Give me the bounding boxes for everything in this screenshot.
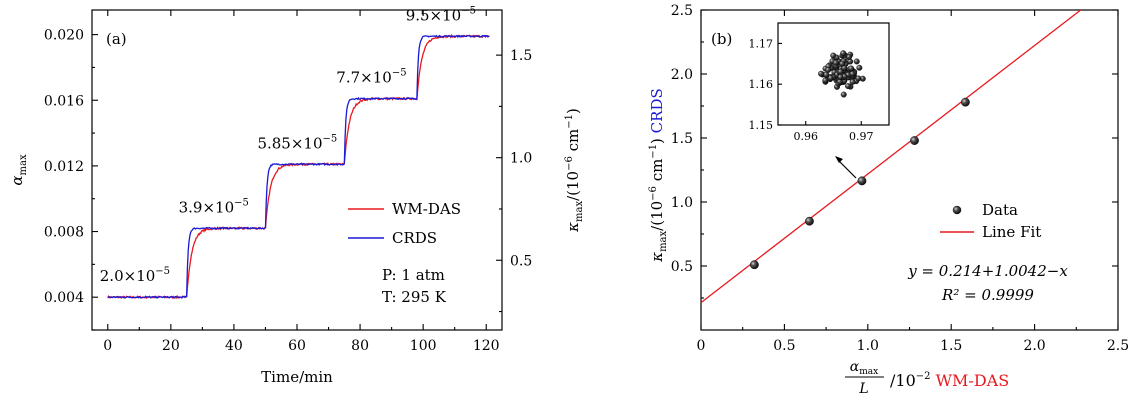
inset-point xyxy=(840,50,847,57)
fit-r-squared: R² = 0.9999 xyxy=(941,286,1034,304)
panel-b-x-label-rest: /10−2 WM-DAS xyxy=(890,371,1009,390)
legend-data-label: Data xyxy=(982,201,1018,219)
inset-point xyxy=(832,59,839,66)
panel-b-x-fraction-num: αmax xyxy=(850,359,878,377)
inset-x-tick-label: 0.97 xyxy=(849,130,874,143)
panel-a-label: (a) xyxy=(106,30,127,48)
data-point xyxy=(910,136,919,145)
panel-b-y-axis-label: κmax/(10−6 cm−1) CRDS xyxy=(648,88,669,263)
panel-a-y-axis-label: αmax xyxy=(8,154,29,186)
inset-point xyxy=(837,68,844,75)
inset-point xyxy=(855,75,862,82)
y2-tick-label: 0.5 xyxy=(510,253,532,269)
inset-point xyxy=(840,91,847,98)
inset-point xyxy=(853,58,860,65)
fit-equation: y = 0.214+1.0042−x xyxy=(907,262,1068,280)
panel-b-x-axis-label: αmax L /10−2 WM-DAS xyxy=(845,359,1009,397)
legend-data-marker xyxy=(952,205,962,215)
inset-ticks: 0.96 0.97 1.15 1.16 1.17 xyxy=(749,37,874,143)
panel-a-x-axis-label: Time/min xyxy=(261,368,333,386)
inset-x-tick-label: 0.96 xyxy=(794,130,819,143)
panel-b-frame xyxy=(700,9,1119,331)
series-crds-line xyxy=(107,34,490,299)
legend-fit-label: Line Fit xyxy=(982,223,1041,241)
x-tick-label: 0 xyxy=(103,338,112,354)
inset-frame xyxy=(777,22,890,126)
y-tick-label: 0.012 xyxy=(44,159,84,175)
inset-points xyxy=(818,50,866,98)
panel-b-label: (b) xyxy=(711,30,732,48)
inset-y-tick-label: 1.15 xyxy=(749,119,774,132)
step-label: 7.7×10−5 xyxy=(336,68,406,87)
panel-b-x-label-colored: WM-DAS xyxy=(936,371,1010,390)
x-tick-label: 80 xyxy=(351,338,369,354)
step-label: 3.9×10−5 xyxy=(179,197,249,216)
data-point xyxy=(857,176,867,186)
y-tick-label: 0.5 xyxy=(671,259,693,275)
data-point xyxy=(960,97,970,107)
inset-point xyxy=(849,70,856,77)
inset-point xyxy=(856,64,863,71)
x-tick-label: 1.0 xyxy=(857,338,879,354)
step-label: 2.0×10−5 xyxy=(100,266,170,285)
inset-y-tick-label: 1.17 xyxy=(749,37,774,50)
inset-arrow xyxy=(835,156,857,179)
y-tick-label: 1.0 xyxy=(671,195,693,211)
y-tick-label: 1.5 xyxy=(671,131,693,147)
x-tick-label: 1.5 xyxy=(940,338,962,354)
fit-line xyxy=(700,9,1082,304)
x-tick-label: 100 xyxy=(410,338,437,354)
panel-b-plot xyxy=(700,9,1082,304)
inset-point xyxy=(845,83,851,90)
panel-a: 0 20 40 60 80 100 120 0.004 0.008 0.012 0.016 0.020… xyxy=(8,5,585,386)
panel-a-y2-axis-label: κmax/(10−6 cm−1) xyxy=(564,108,585,233)
inset-point xyxy=(830,52,837,59)
panel-b-x-fraction-den: L xyxy=(858,381,868,397)
legend-wm-das-label: WM-DAS xyxy=(392,200,461,218)
x-tick-label: 0 xyxy=(697,338,706,354)
panel-a-step-labels: 2.0×10−5 3.9×10−5 5.85×10−5 7.7×10−5 9.5×10−… xyxy=(100,5,476,285)
data-point xyxy=(749,260,759,270)
y-tick-label: 0.020 xyxy=(44,28,84,44)
step-label: 5.85×10−5 xyxy=(257,133,337,152)
series-wm-das-line xyxy=(107,33,490,300)
panel-a-traces xyxy=(107,33,490,300)
inset-point xyxy=(837,74,844,81)
temperature-annotation: T: 295 K xyxy=(382,288,447,306)
x-tick-label: 120 xyxy=(473,338,500,354)
panel-b-y-axis-colored: CRDS xyxy=(648,88,666,133)
y-tick-label: 0.008 xyxy=(44,225,84,241)
data-point xyxy=(805,216,814,226)
panel-b-ticks: 0 0.5 1.0 1.5 2.0 2.5 0.5 1.0 1.5 2.0 2.5 xyxy=(671,3,1129,354)
inset-point xyxy=(823,71,830,78)
y-tick-label: 2.5 xyxy=(671,3,693,19)
y-tick-label: 0.016 xyxy=(44,93,84,109)
x-tick-label: 40 xyxy=(225,338,243,354)
inset-point xyxy=(849,78,856,85)
panel-b: 0 0.5 1.0 1.5 2.0 2.5 0.5 1.0 1.5 2.0 2.5 (b) κmax… xyxy=(648,3,1129,397)
panel-a-legend: WM-DAS CRDS xyxy=(348,200,461,247)
inset-point xyxy=(818,70,825,77)
x-tick-label: 2.5 xyxy=(1107,338,1129,354)
x-tick-label: 0.5 xyxy=(773,338,795,354)
y-tick-label: 0.004 xyxy=(44,290,84,306)
x-tick-label: 20 xyxy=(162,338,180,354)
panel-a-ticks: 0 20 40 60 80 100 120 0.004 0.008 0.012 0.016 0.020… xyxy=(44,10,532,354)
inset-point xyxy=(848,65,855,72)
inset: 0.96 0.97 1.15 1.16 1.17 xyxy=(749,22,890,143)
y2-tick-label: 1.0 xyxy=(510,151,532,167)
legend-crds-label: CRDS xyxy=(392,229,437,247)
inset-y-tick-label: 1.16 xyxy=(749,78,774,91)
step-label: 9.5×10−5 xyxy=(406,5,476,24)
panel-b-legend: Data Line Fit xyxy=(940,201,1041,241)
inset-point xyxy=(839,60,846,67)
y-tick-label: 2.0 xyxy=(671,67,693,83)
x-tick-label: 60 xyxy=(288,338,306,354)
y2-tick-label: 1.5 xyxy=(510,48,532,64)
x-tick-label: 2.0 xyxy=(1023,338,1045,354)
inset-point xyxy=(822,77,829,84)
pressure-annotation: P: 1 atm xyxy=(382,266,445,284)
inset-point xyxy=(827,75,834,81)
